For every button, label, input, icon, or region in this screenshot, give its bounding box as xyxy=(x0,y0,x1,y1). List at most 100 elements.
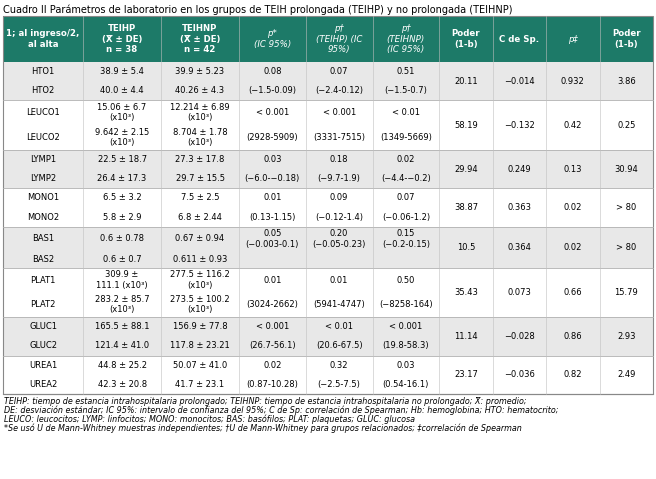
Text: 0.09: 0.09 xyxy=(330,194,348,202)
Text: UREA2: UREA2 xyxy=(29,380,57,389)
Text: 0.66: 0.66 xyxy=(564,288,582,297)
Bar xyxy=(3,375,653,394)
Text: −0.132: −0.132 xyxy=(504,121,535,130)
Text: (−4.4-−0.2): (−4.4-−0.2) xyxy=(381,174,431,183)
Text: UREA1: UREA1 xyxy=(29,361,57,370)
Text: (1349-5669): (1349-5669) xyxy=(380,133,432,142)
Text: 5.8 ± 2.9: 5.8 ± 2.9 xyxy=(103,213,141,222)
Text: 0.51: 0.51 xyxy=(397,67,415,76)
Text: (0.13-1.15): (0.13-1.15) xyxy=(249,213,296,222)
Text: 165.5 ± 88.1: 165.5 ± 88.1 xyxy=(95,322,150,331)
Text: (0.87-10.28): (0.87-10.28) xyxy=(247,380,298,389)
Text: < 0.01: < 0.01 xyxy=(325,322,353,331)
Text: 2.93: 2.93 xyxy=(617,332,636,341)
Text: 10.5: 10.5 xyxy=(457,243,475,251)
Text: 0.05
(−0.003-0.1): 0.05 (−0.003-0.1) xyxy=(245,228,299,249)
Text: 0.15
(−0.2-0.15): 0.15 (−0.2-0.15) xyxy=(382,228,430,249)
Bar xyxy=(3,81,653,101)
Text: 23.17: 23.17 xyxy=(454,370,478,379)
Text: C de Sp.: C de Sp. xyxy=(499,34,539,44)
Bar xyxy=(3,150,653,169)
Text: 35.43: 35.43 xyxy=(454,288,478,297)
Text: Poder
(1-b): Poder (1-b) xyxy=(452,29,480,49)
Text: 29.94: 29.94 xyxy=(454,165,478,173)
Text: (3024-2662): (3024-2662) xyxy=(247,300,298,309)
Text: 0.03: 0.03 xyxy=(263,155,281,164)
Text: 38.87: 38.87 xyxy=(454,203,478,212)
Text: (−0.12-1.4): (−0.12-1.4) xyxy=(315,213,363,222)
Text: 0.6 ± 0.78: 0.6 ± 0.78 xyxy=(100,234,144,243)
Text: TEIHP
(X̅ ± DE)
n = 38: TEIHP (X̅ ± DE) n = 38 xyxy=(102,24,142,54)
Text: 0.6 ± 0.7: 0.6 ± 0.7 xyxy=(103,255,142,264)
Text: 277.5 ± 116.2
(x10³): 277.5 ± 116.2 (x10³) xyxy=(170,270,230,290)
Text: BAS1: BAS1 xyxy=(32,234,54,243)
Text: 2.49: 2.49 xyxy=(617,370,636,379)
Bar xyxy=(3,207,653,227)
Text: (20.6-67.5): (20.6-67.5) xyxy=(316,342,363,351)
Text: < 0.001: < 0.001 xyxy=(256,108,289,117)
Text: (26.7-56.1): (26.7-56.1) xyxy=(249,342,296,351)
Bar xyxy=(3,251,653,268)
Text: 0.364: 0.364 xyxy=(508,243,531,251)
Text: 3.86: 3.86 xyxy=(617,77,636,86)
Text: 0.07: 0.07 xyxy=(330,67,348,76)
Text: 273.5 ± 100.2
(x10³): 273.5 ± 100.2 (x10³) xyxy=(170,295,230,315)
Text: (−1.5-0.7): (−1.5-0.7) xyxy=(384,86,427,95)
Text: (−2.4-0.12): (−2.4-0.12) xyxy=(315,86,363,95)
Text: 0.02: 0.02 xyxy=(564,243,582,251)
Text: p‡: p‡ xyxy=(568,34,578,44)
Bar xyxy=(3,16,653,62)
Text: −0.014: −0.014 xyxy=(504,77,535,86)
Text: (−1.5-0.09): (−1.5-0.09) xyxy=(249,86,297,95)
Text: 0.18: 0.18 xyxy=(330,155,348,164)
Text: TEIHP: tiempo de estancia intrahospitalaria prolongado; TEIHNP: tiempo de estanc: TEIHP: tiempo de estancia intrahospitala… xyxy=(4,397,527,406)
Text: PLAT2: PLAT2 xyxy=(30,300,56,309)
Text: LYMP2: LYMP2 xyxy=(30,174,56,183)
Text: (3331-7515): (3331-7515) xyxy=(313,133,365,142)
Text: 40.0 ± 4.4: 40.0 ± 4.4 xyxy=(100,86,144,95)
Text: 29.7 ± 15.5: 29.7 ± 15.5 xyxy=(176,174,224,183)
Text: 0.07: 0.07 xyxy=(397,194,415,202)
Text: (2928-5909): (2928-5909) xyxy=(247,133,298,142)
Text: < 0.01: < 0.01 xyxy=(392,108,420,117)
Text: HTO1: HTO1 xyxy=(31,67,54,76)
Text: (−8258-164): (−8258-164) xyxy=(379,300,433,309)
Bar xyxy=(3,227,653,251)
Text: TEIHNP
(X̅ ± DE)
n = 42: TEIHNP (X̅ ± DE) n = 42 xyxy=(180,24,220,54)
Text: LEUCO: leucocitos; LYMP: linfocitos; MONO: monocitos; BAS: basófilos; PLAT: plaq: LEUCO: leucocitos; LYMP: linfocitos; MON… xyxy=(4,415,415,424)
Text: p†
(TEIHP) (IC
95%): p† (TEIHP) (IC 95%) xyxy=(316,24,362,54)
Bar xyxy=(3,355,653,375)
Text: 26.4 ± 17.3: 26.4 ± 17.3 xyxy=(98,174,147,183)
Bar xyxy=(3,125,653,150)
Text: 0.03: 0.03 xyxy=(397,361,415,370)
Text: < 0.001: < 0.001 xyxy=(323,108,356,117)
Text: DE: desviación estándar; IC 95%: intervalo de confianza del 95%; C de Sp: correl: DE: desviación estándar; IC 95%: interva… xyxy=(4,406,558,415)
Text: LYMP1: LYMP1 xyxy=(30,155,56,164)
Text: 6.8 ± 2.44: 6.8 ± 2.44 xyxy=(178,213,222,222)
Text: 39.9 ± 5.23: 39.9 ± 5.23 xyxy=(175,67,224,76)
Text: 0.932: 0.932 xyxy=(561,77,584,86)
Text: 0.02: 0.02 xyxy=(564,203,582,212)
Text: 0.32: 0.32 xyxy=(330,361,348,370)
Text: 8.704 ± 1.78
(x10³): 8.704 ± 1.78 (x10³) xyxy=(173,128,228,147)
Text: 42.3 ± 20.8: 42.3 ± 20.8 xyxy=(98,380,147,389)
Text: *Se usó U de Mann-Whitney muestras independientes; †U de Mann-Whitney para grupo: *Se usó U de Mann-Whitney muestras indep… xyxy=(4,424,522,433)
Text: 41.7 ± 23.1: 41.7 ± 23.1 xyxy=(175,380,224,389)
Text: > 80: > 80 xyxy=(616,243,636,251)
Text: PLAT1: PLAT1 xyxy=(30,275,56,285)
Text: 0.02: 0.02 xyxy=(263,361,281,370)
Text: (−9.7-1.9): (−9.7-1.9) xyxy=(318,174,361,183)
Text: Poder
(1-b): Poder (1-b) xyxy=(612,29,641,49)
Text: −0.028: −0.028 xyxy=(504,332,535,341)
Bar xyxy=(3,268,653,293)
Text: 20.11: 20.11 xyxy=(454,77,478,86)
Text: (−0.06-1.2): (−0.06-1.2) xyxy=(382,213,430,222)
Text: > 80: > 80 xyxy=(616,203,636,212)
Text: (−6.0-−0.18): (−6.0-−0.18) xyxy=(245,174,300,183)
Text: 0.611 ± 0.93: 0.611 ± 0.93 xyxy=(173,255,227,264)
Text: (−2.5-7.5): (−2.5-7.5) xyxy=(318,380,361,389)
Text: 0.13: 0.13 xyxy=(564,165,582,173)
Text: 121.4 ± 41.0: 121.4 ± 41.0 xyxy=(95,342,149,351)
Text: 0.25: 0.25 xyxy=(617,121,636,130)
Text: 0.363: 0.363 xyxy=(508,203,531,212)
